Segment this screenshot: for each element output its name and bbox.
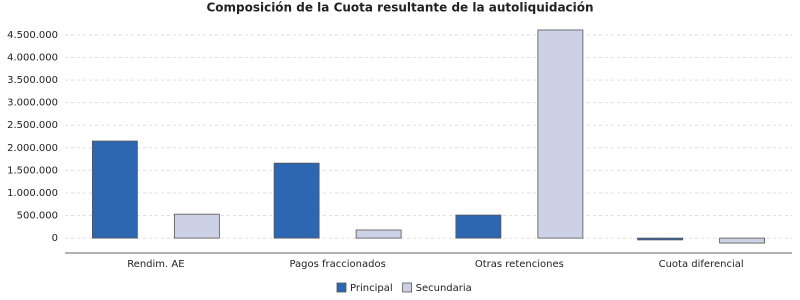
x-tick-label: Pagos fraccionados xyxy=(289,259,385,270)
legend-swatch xyxy=(402,282,413,293)
bar xyxy=(273,162,320,239)
bar xyxy=(719,237,766,244)
y-tick-label: 2.000.000 xyxy=(7,143,58,154)
bar xyxy=(637,237,684,241)
y-tick-label: 3.500.000 xyxy=(7,75,58,86)
bar xyxy=(173,213,220,239)
x-tick-label: Rendim. AE xyxy=(127,259,184,270)
x-tick-label: Otras retenciones xyxy=(475,259,564,270)
y-tick-label: 0 xyxy=(52,233,58,244)
legend-label: Principal xyxy=(350,283,393,294)
y-tick-label: 1.500.000 xyxy=(7,165,58,176)
y-tick-label: 2.500.000 xyxy=(7,120,58,131)
chart-title: Composición de la Cuota resultante de la… xyxy=(206,1,593,15)
y-tick-label: 4.000.000 xyxy=(7,53,58,64)
y-tick-label: 3.000.000 xyxy=(7,98,58,109)
y-tick-label: 1.000.000 xyxy=(7,188,58,199)
legend-swatch xyxy=(336,282,347,293)
bar xyxy=(455,214,502,239)
bar xyxy=(91,140,138,239)
bar xyxy=(537,29,584,239)
bar xyxy=(355,229,402,239)
y-tick-label: 500.000 xyxy=(17,211,58,222)
legend-label: Secundaria xyxy=(416,283,472,294)
y-tick-label: 4.500.000 xyxy=(7,30,58,41)
x-tick-label: Cuota diferencial xyxy=(659,259,744,270)
